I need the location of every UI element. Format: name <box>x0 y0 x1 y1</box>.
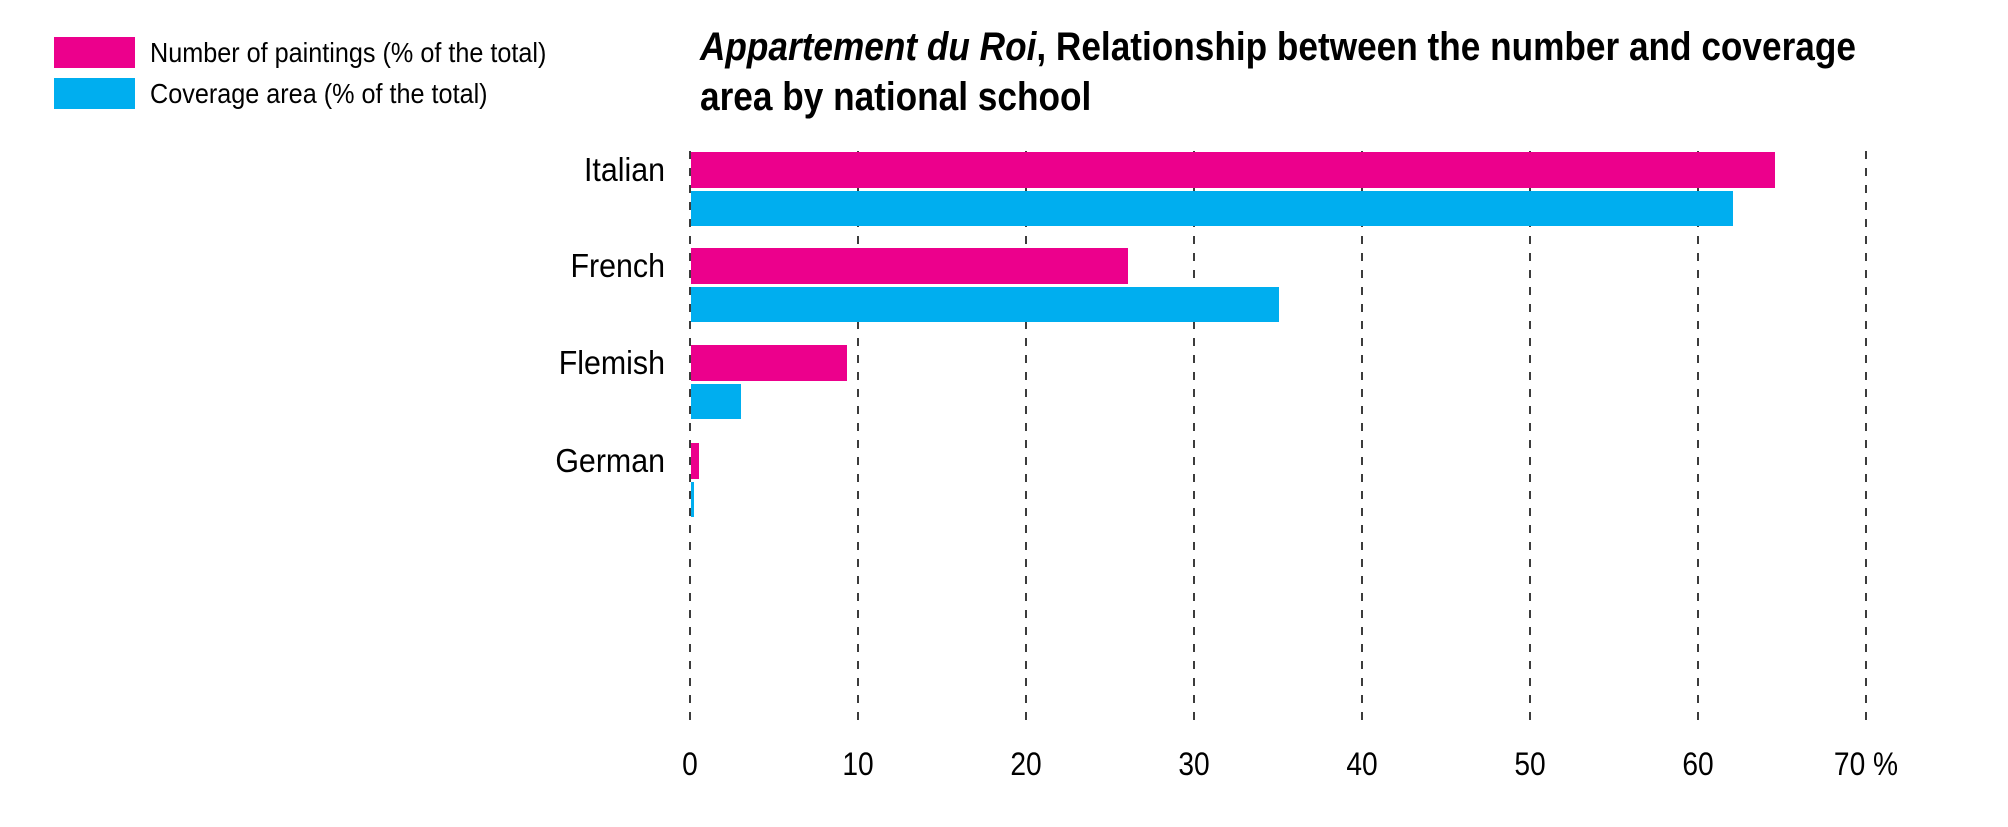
chart-title-italic-part: Appartement du Roi <box>700 25 1037 69</box>
tick-label-60: 60 <box>1682 746 1714 782</box>
bar-coverage-area-flemish <box>691 384 741 419</box>
chart-title-line2: area by national school <box>700 75 1092 119</box>
gridline-60 <box>1697 151 1699 727</box>
legend-item-coverage: Coverage area (% of the total) <box>54 78 525 109</box>
legend-label-paintings: Number of paintings (% of the total) <box>150 37 547 68</box>
bar-number-of-paintings-german <box>691 443 699 479</box>
gridline-0 <box>689 151 691 727</box>
gridline-50 <box>1529 151 1531 727</box>
tick-label-40: 40 <box>1346 746 1378 782</box>
category-label-flemish: Flemish <box>558 344 665 381</box>
bar-number-of-paintings-french <box>691 248 1128 284</box>
gridline-10 <box>857 151 859 727</box>
tick-label-70: 70 % <box>1833 746 1899 782</box>
category-label-german: German <box>555 442 665 479</box>
category-label-italian: Italian <box>583 151 665 188</box>
chart-title: Appartement du Roi, Relationship between… <box>700 22 1932 122</box>
tick-label-30: 30 <box>1178 746 1210 782</box>
tick-label-50: 50 <box>1514 746 1546 782</box>
x-axis: 0 10 20 30 40 50 60 70 % <box>682 746 1898 782</box>
tick-label-0: 0 <box>682 746 698 782</box>
gridline-40 <box>1361 151 1363 727</box>
gridline-20 <box>1025 151 1027 727</box>
legend-item-paintings: Number of paintings (% of the total) <box>54 37 590 68</box>
tick-label-10: 10 <box>842 746 874 782</box>
gridline-30 <box>1193 151 1195 727</box>
legend-swatch-paintings <box>54 37 135 68</box>
bar-coverage-area-italian <box>691 191 1733 226</box>
plot-area <box>689 151 1868 727</box>
bar-number-of-paintings-italian <box>691 152 1775 188</box>
bar-coverage-area-french <box>691 287 1279 322</box>
bar-number-of-paintings-flemish <box>691 345 847 381</box>
tick-label-20: 20 <box>1010 746 1042 782</box>
chart-title-line1-rest: , Relationship between the number and co… <box>1036 25 1856 69</box>
gridline-70 <box>1865 151 1867 727</box>
legend-label-coverage: Coverage area (% of the total) <box>150 78 488 109</box>
legend-swatch-coverage <box>54 78 135 109</box>
bar-coverage-area-german <box>691 482 694 517</box>
category-label-french: French <box>570 247 665 284</box>
